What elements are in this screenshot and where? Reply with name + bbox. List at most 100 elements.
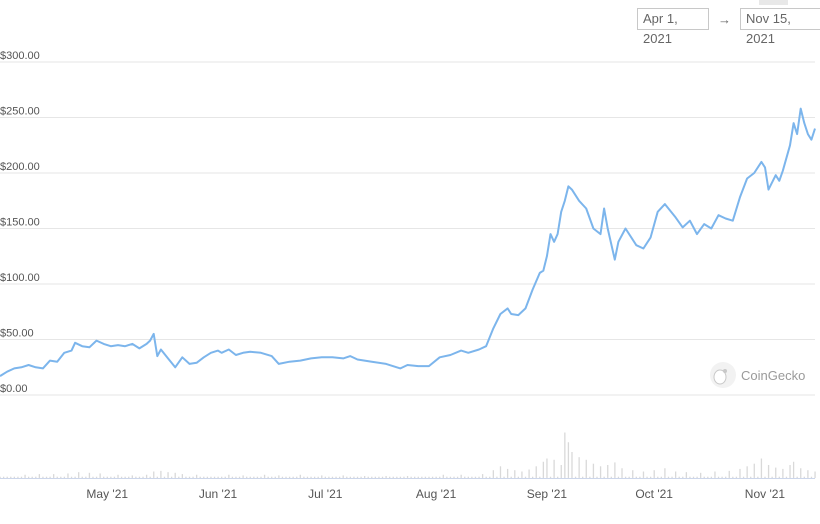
volume-bar [700,472,702,478]
volume-bar [142,476,144,478]
volume-bar [549,476,552,478]
volume-bar [145,474,148,478]
volume-bar [56,476,58,478]
x-tick-label: Oct '21 [635,487,673,501]
volume-bar [217,476,219,478]
volume-bar [553,459,555,478]
volume-bar [392,476,394,478]
volume-bar [203,476,205,478]
volume-bar [2,476,5,478]
volume-bar [728,470,730,478]
volume-bar [342,475,344,478]
volume-bar [649,476,652,478]
volume-bar [428,476,430,478]
volume-bar [478,476,480,478]
volume-bar [742,476,745,478]
volume-bar [346,476,348,478]
volume-bar [446,476,448,478]
volume-bar [417,476,419,478]
volume-bar [757,476,759,478]
date-range-picker: Apr 1, 2021 → Nov 15, 2021 [637,7,820,46]
volume-bar [467,476,469,478]
volume-bar [653,470,655,478]
volume-bar [489,476,491,478]
volume-bar [274,476,276,478]
volume-bar [24,474,26,478]
volume-bar [714,471,716,478]
volume-bar [81,476,83,478]
y-tick-label: $0.00 [0,383,28,395]
volume-bar [74,476,76,478]
volume-bar [110,476,112,478]
volume-bar [775,467,777,478]
volume-bar [296,476,298,478]
volume-bar [660,476,662,478]
volume-bar [256,476,259,478]
volume-bar [403,476,405,478]
volume-bar [582,476,584,478]
volume-bar [431,476,434,478]
volume-bar [6,476,8,478]
volume-bar [356,476,359,478]
volume-bar [367,476,369,478]
volume-bar [221,476,223,478]
volume-bar [135,476,137,478]
volume-bar [739,468,741,478]
volume-bar [614,462,616,478]
volume-bar [396,476,398,478]
y-tick-label: $50.00 [0,328,34,340]
volume-bar [199,476,201,478]
volume-bar [95,476,98,478]
volume-bar [253,476,255,478]
volume-bar [585,459,587,478]
x-tick-label: Sep '21 [527,487,568,501]
volume-bar [360,476,362,478]
volume-bar [492,470,494,478]
volume-bar [503,476,505,478]
volume-bar [803,476,805,478]
y-axis-ticks: $300.00 $250.00 $200.00 $150.00 $100.00 $50.0… [0,50,40,395]
volume-bar [717,476,720,478]
start-date-input[interactable]: Apr 1, 2021 [637,8,709,46]
volume-bar [17,476,19,478]
gecko-logo-body [713,369,727,385]
volume-bar [760,458,763,478]
volume-bar [35,476,37,478]
volume-bar [389,476,391,478]
volume-bar [610,476,612,478]
volume-bar [163,476,166,478]
end-date-input[interactable]: Nov 15, 2021 [740,8,820,46]
price-series [0,107,816,377]
volume-bar [485,476,487,478]
volume-bar [678,476,680,478]
volume-bar [281,476,284,478]
volume-bar [735,476,738,478]
volume-bar [263,474,266,478]
volume-bar [453,476,455,478]
volume-bar [174,472,176,478]
volume-bar [328,476,330,478]
volume-bar [692,476,695,478]
volume-bar [196,474,198,478]
y-tick-label: $200.00 [0,161,40,173]
volume-bar [767,465,770,478]
volume-bar [120,476,123,478]
volume-bar [231,476,234,478]
y-tick-label: $150.00 [0,217,40,229]
volume-bar [682,476,684,478]
volume-bar [185,476,187,478]
volume-bar [635,476,637,478]
volume-bar [92,476,94,478]
volume-bar [603,476,605,478]
volume-bar [546,458,548,478]
volume-bar [42,476,44,478]
volume-bar [181,474,184,478]
volume-bar [149,476,151,478]
volume-bar [128,476,130,478]
volume-bar [170,476,173,478]
volume-bar [589,476,591,478]
volume-bar [464,476,466,478]
volume-bar [224,476,226,478]
volume-bar [317,476,319,478]
